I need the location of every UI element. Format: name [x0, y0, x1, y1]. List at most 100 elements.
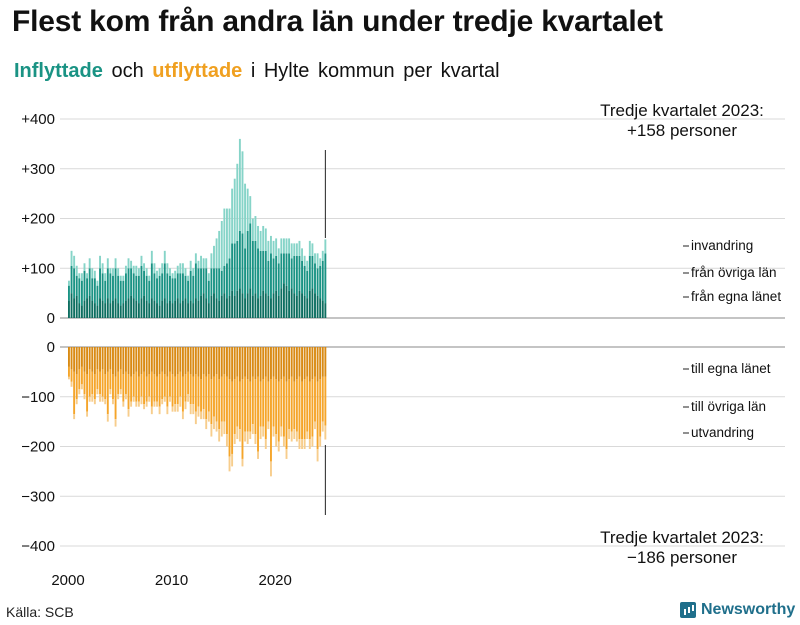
bar-segment	[135, 371, 138, 402]
bar-segment	[169, 268, 171, 276]
bar-segment	[130, 295, 133, 318]
bar-segment	[223, 421, 226, 435]
bar-segment	[88, 347, 91, 370]
bar-segment	[88, 258, 91, 269]
bar-segment	[225, 434, 228, 447]
bar-segment	[207, 347, 210, 375]
bar-segment	[174, 270, 177, 279]
bar-segment	[275, 379, 278, 435]
bar-segment	[262, 290, 265, 318]
subtitle-and: och	[111, 60, 144, 82]
bar-segment	[117, 275, 120, 304]
bar-segment	[187, 394, 190, 402]
bar-segment	[295, 379, 298, 432]
y-tick-label: −300	[21, 488, 55, 505]
bar-segment	[161, 263, 164, 274]
bar-segment	[166, 376, 169, 407]
bar-segment	[264, 376, 267, 440]
bar-segment	[207, 303, 210, 318]
bar-segment	[272, 293, 275, 318]
bar-segment	[187, 280, 190, 304]
bar-segment	[249, 431, 252, 440]
bar-segment	[270, 253, 272, 299]
bar-segment	[143, 347, 146, 372]
bar-segment	[156, 270, 158, 279]
bar-segment	[150, 371, 153, 407]
bar-segment	[205, 419, 208, 430]
bar-segment	[308, 255, 311, 291]
bar-segment	[99, 268, 101, 299]
bar-segment	[166, 303, 169, 318]
bar-segment	[70, 381, 73, 387]
bar-segment	[132, 396, 135, 402]
bar-segment	[238, 230, 241, 289]
x-tick-label: 2000	[51, 572, 84, 589]
bar-segment	[249, 288, 252, 318]
bar-segment	[220, 376, 223, 422]
bar-segment	[319, 298, 322, 318]
bar-segment	[148, 303, 151, 318]
bar-segment	[306, 431, 309, 440]
bar-segment	[75, 347, 78, 375]
bar-segment	[187, 371, 190, 395]
bar-segment	[130, 268, 133, 296]
bar-segment	[290, 258, 293, 289]
bar-segment	[306, 298, 309, 318]
bar-segment	[223, 265, 226, 294]
bar-segment	[114, 268, 117, 299]
y-tick-label: 0	[47, 310, 55, 327]
bar-segment	[298, 290, 301, 318]
bar-segment	[244, 431, 247, 442]
bar-segment	[282, 436, 285, 447]
bar-segment	[238, 288, 241, 318]
bar-segment	[257, 451, 259, 459]
bar-segment	[259, 295, 262, 318]
bar-segment	[301, 293, 303, 318]
bar-segment	[259, 250, 262, 296]
bar-segment	[288, 290, 291, 318]
bar-segment	[280, 426, 283, 437]
bar-segment	[104, 280, 107, 304]
bar-segment	[150, 250, 153, 264]
bar-segment	[303, 347, 306, 380]
bar-segment	[246, 347, 249, 380]
bar-segment	[220, 220, 223, 271]
bar-segment	[140, 265, 143, 299]
bar-segment	[236, 240, 239, 291]
bar-segment	[140, 374, 143, 397]
bar-segment	[112, 399, 114, 405]
bar-segment	[150, 347, 153, 372]
bar-segment	[254, 434, 257, 445]
bar-segment	[119, 280, 122, 306]
bar-segment	[295, 431, 298, 442]
bar-segment	[202, 409, 205, 420]
bar-segment	[223, 208, 226, 266]
bar-segment	[73, 255, 76, 269]
bar-segment	[127, 298, 130, 318]
bar-segment	[91, 347, 94, 372]
bar-segment	[288, 379, 291, 430]
bar-segment	[117, 347, 120, 372]
chart-subtitle: Inflyttade och utflyttade i Hylte kommun…	[14, 60, 500, 83]
bar-segment	[264, 250, 267, 294]
bar-segment	[68, 376, 70, 380]
bar-segment	[104, 374, 107, 400]
bar-segment	[174, 404, 177, 412]
bar-segment	[319, 436, 322, 447]
bar-segment	[262, 347, 265, 380]
bar-segment	[254, 347, 257, 380]
bar-segment	[132, 374, 135, 397]
bar-segment	[127, 409, 130, 417]
bar-segment	[306, 270, 309, 299]
bar-segment	[321, 376, 324, 422]
bar-segment	[202, 268, 205, 294]
bar-segment	[176, 347, 179, 375]
bar-segment	[223, 347, 226, 375]
bar-segment	[161, 371, 164, 400]
bar-segment	[143, 263, 146, 271]
bar-segment	[91, 268, 94, 279]
bar-segment	[163, 250, 166, 264]
bar-segment	[314, 376, 316, 422]
bar-segment	[101, 396, 104, 402]
bar-segment	[83, 300, 86, 318]
